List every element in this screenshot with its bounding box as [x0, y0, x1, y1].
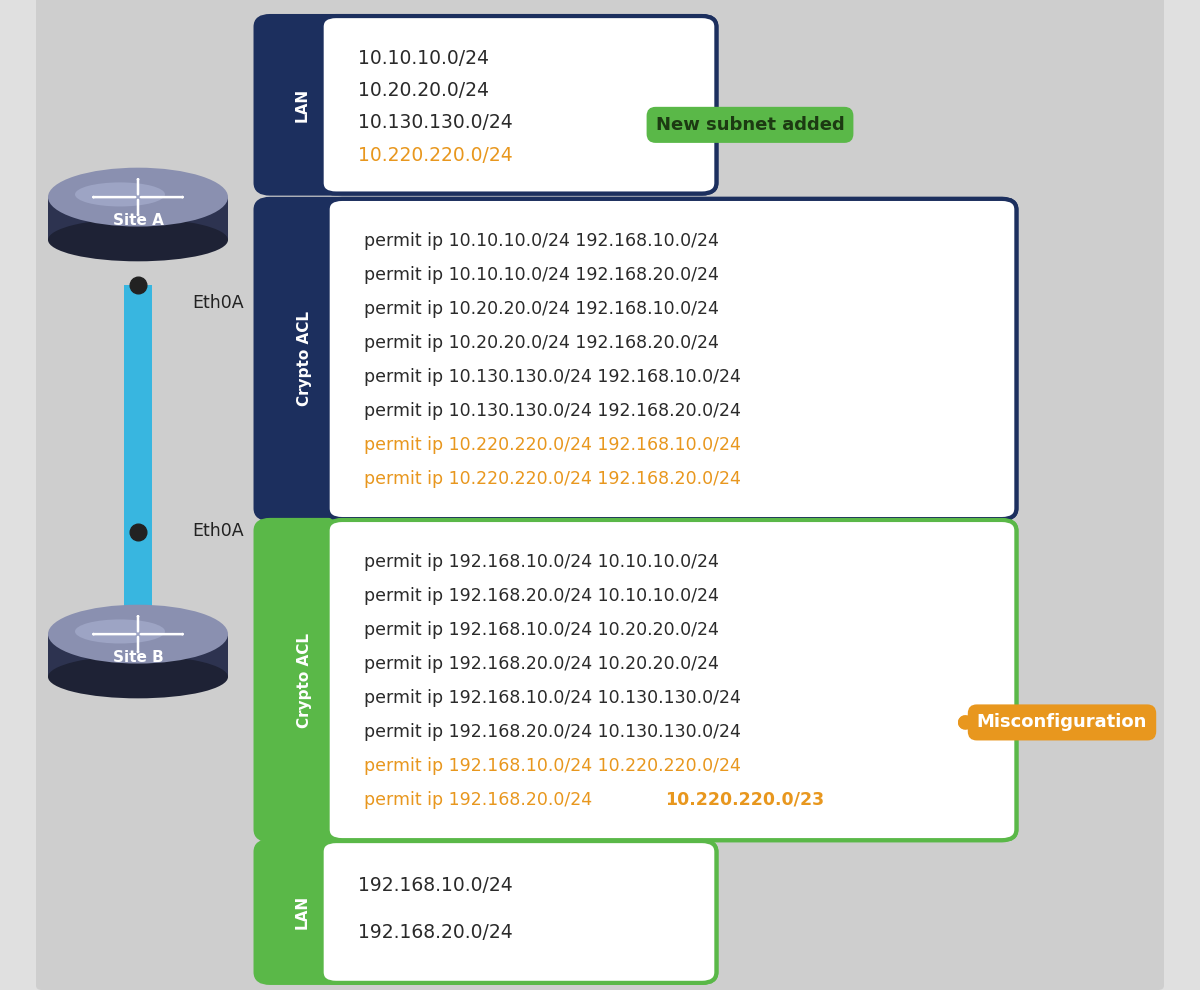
Text: permit ip 192.168.20.0/24 10.130.130.0/24: permit ip 192.168.20.0/24 10.130.130.0/2… — [364, 723, 740, 741]
Text: 10.20.20.0/24: 10.20.20.0/24 — [358, 81, 488, 100]
Text: permit ip 192.168.20.0/24: permit ip 192.168.20.0/24 — [364, 791, 598, 809]
Text: LAN: LAN — [294, 88, 310, 122]
FancyBboxPatch shape — [328, 520, 1016, 841]
FancyBboxPatch shape — [256, 16, 716, 193]
Text: permit ip 192.168.20.0/24: permit ip 192.168.20.0/24 — [364, 791, 598, 809]
Bar — [124, 285, 152, 616]
FancyBboxPatch shape — [256, 199, 1016, 519]
Text: 10.130.130.0/24: 10.130.130.0/24 — [358, 113, 512, 133]
Polygon shape — [48, 635, 228, 677]
Text: LAN: LAN — [294, 895, 310, 929]
Text: Crypto ACL: Crypto ACL — [298, 312, 312, 407]
Text: Eth0A: Eth0A — [192, 522, 244, 540]
Text: permit ip 10.20.20.0/24 192.168.20.0/24: permit ip 10.20.20.0/24 192.168.20.0/24 — [364, 334, 719, 351]
Text: Eth0A: Eth0A — [192, 294, 244, 312]
Text: permit ip 10.220.220.0/24 192.168.10.0/24: permit ip 10.220.220.0/24 192.168.10.0/2… — [364, 436, 740, 453]
Text: permit ip 192.168.10.0/24 10.220.220.0/24: permit ip 192.168.10.0/24 10.220.220.0/2… — [364, 757, 740, 775]
Text: 10.220.220.0/24: 10.220.220.0/24 — [358, 146, 512, 164]
Text: permit ip 10.20.20.0/24 192.168.10.0/24: permit ip 10.20.20.0/24 192.168.10.0/24 — [364, 300, 719, 318]
Text: permit ip 192.168.10.0/24 10.10.10.0/24: permit ip 192.168.10.0/24 10.10.10.0/24 — [364, 552, 719, 571]
Ellipse shape — [48, 219, 228, 261]
Text: 192.168.10.0/24: 192.168.10.0/24 — [358, 876, 512, 895]
Text: permit ip 10.130.130.0/24 192.168.20.0/24: permit ip 10.130.130.0/24 192.168.20.0/2… — [364, 402, 740, 420]
Text: Site B: Site B — [113, 650, 163, 665]
Text: permit ip 10.10.10.0/24 192.168.20.0/24: permit ip 10.10.10.0/24 192.168.20.0/24 — [364, 265, 719, 284]
Text: permit ip 10.130.130.0/24 192.168.10.0/24: permit ip 10.130.130.0/24 192.168.10.0/2… — [364, 367, 740, 386]
Text: Site A: Site A — [113, 213, 163, 228]
Text: permit ip 192.168.20.0/24 10.10.10.0/24: permit ip 192.168.20.0/24 10.10.10.0/24 — [364, 587, 719, 605]
Polygon shape — [48, 197, 228, 240]
FancyBboxPatch shape — [256, 842, 716, 983]
Text: 192.168.20.0/24: 192.168.20.0/24 — [358, 923, 512, 942]
Text: permit ip 192.168.10.0/24 10.20.20.0/24: permit ip 192.168.10.0/24 10.20.20.0/24 — [364, 621, 719, 639]
FancyBboxPatch shape — [322, 842, 716, 983]
Text: Crypto ACL: Crypto ACL — [298, 633, 312, 728]
Ellipse shape — [74, 620, 166, 644]
Text: permit ip 10.220.220.0/24 192.168.20.0/24: permit ip 10.220.220.0/24 192.168.20.0/2… — [364, 470, 740, 488]
FancyBboxPatch shape — [256, 520, 1016, 841]
Ellipse shape — [48, 655, 228, 698]
Text: 10.220.220.0/23: 10.220.220.0/23 — [665, 791, 824, 809]
Text: Misconfiguration: Misconfiguration — [977, 714, 1147, 732]
FancyBboxPatch shape — [328, 199, 1016, 519]
FancyBboxPatch shape — [322, 16, 716, 193]
Ellipse shape — [48, 605, 228, 663]
Text: 10.10.10.0/24: 10.10.10.0/24 — [358, 49, 488, 67]
Text: permit ip 192.168.10.0/24 10.130.130.0/24: permit ip 192.168.10.0/24 10.130.130.0/2… — [364, 689, 740, 707]
Ellipse shape — [48, 167, 228, 227]
Text: permit ip 10.10.10.0/24 192.168.10.0/24: permit ip 10.10.10.0/24 192.168.10.0/24 — [364, 232, 719, 249]
Text: New subnet added: New subnet added — [655, 116, 845, 134]
FancyBboxPatch shape — [36, 0, 1164, 990]
Text: permit ip 192.168.20.0/24 10.20.20.0/24: permit ip 192.168.20.0/24 10.20.20.0/24 — [364, 654, 719, 673]
Ellipse shape — [74, 182, 166, 207]
